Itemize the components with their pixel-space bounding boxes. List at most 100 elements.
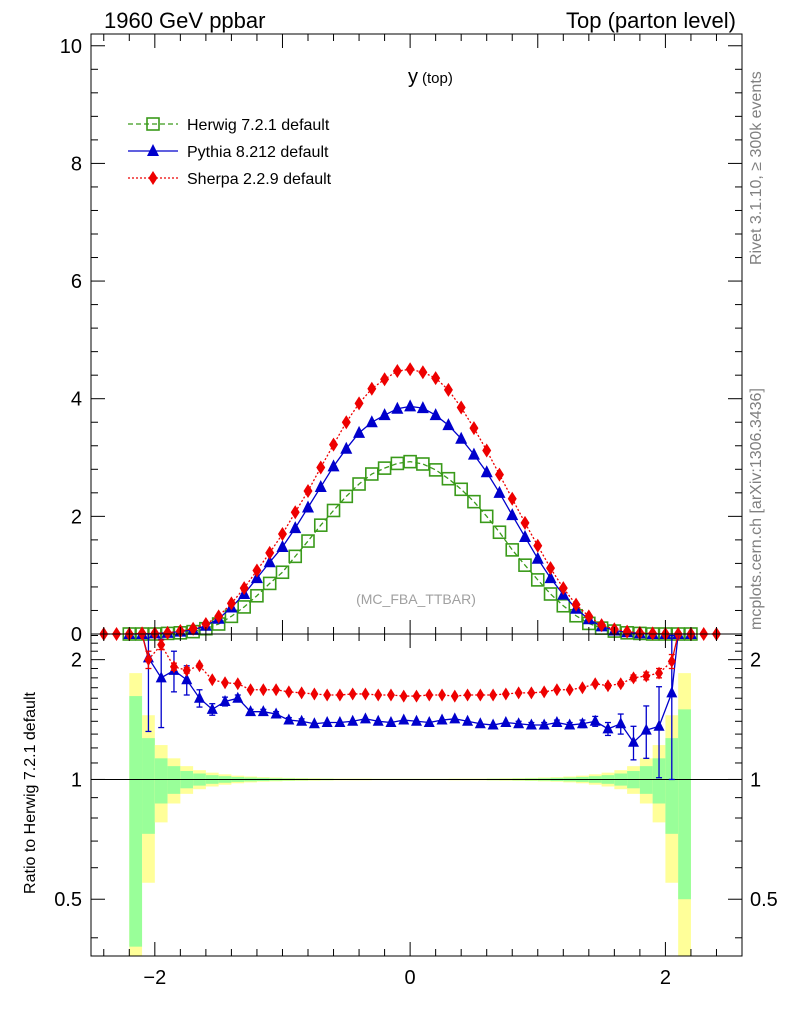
ratio-point bbox=[297, 686, 306, 700]
data-point bbox=[429, 408, 442, 421]
data-point bbox=[442, 418, 455, 431]
ratio-point bbox=[399, 689, 408, 703]
main-ytick-label: 10 bbox=[60, 36, 82, 58]
ratio-point bbox=[284, 685, 293, 699]
main-title-sub: (top) bbox=[422, 70, 453, 87]
ratio-point bbox=[270, 707, 282, 719]
ratio-point bbox=[552, 683, 561, 697]
data-point bbox=[520, 515, 530, 530]
ratio-point bbox=[361, 687, 370, 701]
data-point bbox=[416, 457, 430, 471]
data-point bbox=[543, 587, 558, 601]
ratio-point bbox=[500, 716, 512, 728]
ratio-point bbox=[551, 716, 563, 728]
legend-marker bbox=[147, 144, 159, 156]
data-point bbox=[353, 425, 366, 438]
ratio-series-line bbox=[147, 643, 673, 697]
data-point bbox=[237, 600, 251, 614]
data-point bbox=[339, 489, 354, 504]
ratio-point bbox=[436, 713, 448, 725]
ratio-point bbox=[474, 717, 486, 729]
data-point bbox=[455, 431, 468, 444]
data-point bbox=[201, 617, 211, 631]
ratio-xtick-label: 2 bbox=[660, 967, 671, 989]
data-point bbox=[313, 518, 328, 532]
ratio-point bbox=[385, 716, 397, 728]
main-title: y bbox=[408, 66, 418, 88]
data-point bbox=[290, 505, 300, 520]
ratio-point bbox=[438, 688, 447, 702]
ratio-point bbox=[642, 669, 651, 683]
ratio-point bbox=[589, 714, 601, 726]
band-green bbox=[678, 709, 691, 900]
data-point bbox=[391, 401, 404, 414]
ratio-point bbox=[246, 683, 255, 697]
ratio-point bbox=[206, 702, 218, 714]
data-point bbox=[163, 625, 173, 640]
ratio-point bbox=[603, 679, 612, 693]
header-left: 1960 GeV ppbar bbox=[104, 8, 265, 33]
series-0 bbox=[122, 454, 698, 641]
ratio-point bbox=[219, 694, 231, 706]
data-point bbox=[482, 443, 492, 458]
ratio-point bbox=[169, 660, 178, 674]
ratio-point bbox=[208, 673, 217, 687]
ratio-point bbox=[182, 663, 191, 677]
data-point bbox=[316, 460, 326, 475]
data-point bbox=[443, 382, 453, 397]
data-point bbox=[467, 494, 481, 509]
data-point bbox=[480, 465, 493, 478]
side-label-rivet: Rivet 3.1.10, ≥ 300k events bbox=[748, 71, 765, 265]
main-ytick-label: 6 bbox=[71, 271, 82, 293]
ratio-point bbox=[463, 688, 472, 702]
ratio-point bbox=[527, 686, 536, 700]
data-point bbox=[367, 381, 377, 396]
data-point bbox=[340, 441, 353, 454]
ratio-edge-line bbox=[141, 633, 150, 660]
data-point bbox=[214, 609, 224, 624]
data-point bbox=[479, 509, 494, 524]
data-point bbox=[252, 563, 262, 578]
data-point bbox=[597, 618, 607, 633]
ratio-point bbox=[386, 688, 395, 702]
ratio-point bbox=[233, 677, 242, 691]
ratio-point bbox=[476, 688, 485, 702]
ratio-xtick-label: −2 bbox=[143, 967, 166, 989]
ratio-point bbox=[653, 719, 665, 731]
ratio-point bbox=[423, 716, 435, 728]
ratio-ytick-label-right: 2 bbox=[750, 650, 761, 672]
ratio-point bbox=[628, 735, 639, 747]
data-point bbox=[518, 558, 532, 572]
data-point bbox=[494, 467, 504, 482]
series-line bbox=[129, 460, 691, 635]
ratio-ytick-label-right: 1 bbox=[750, 769, 761, 791]
ratio-point bbox=[195, 659, 204, 673]
data-point bbox=[469, 421, 479, 436]
main-ytick-label: 4 bbox=[71, 389, 82, 411]
data-point bbox=[558, 581, 568, 596]
data-point bbox=[418, 365, 428, 380]
data-point bbox=[454, 482, 468, 497]
main-annotation: (MC_FBA_TTBAR) bbox=[356, 591, 476, 607]
ratio-point bbox=[296, 714, 308, 726]
ratio-point bbox=[411, 714, 422, 726]
data-point bbox=[226, 596, 236, 611]
data-point bbox=[288, 549, 303, 564]
ratio-point bbox=[525, 718, 537, 730]
ratio-point bbox=[221, 676, 230, 690]
data-point bbox=[404, 399, 417, 412]
ratio-point bbox=[564, 718, 576, 730]
data-point bbox=[431, 371, 441, 386]
legend-label: Sherpa 2.2.9 default bbox=[187, 171, 332, 188]
main-ytick-label: 0 bbox=[71, 624, 82, 646]
ratio-frame bbox=[90, 633, 743, 957]
ratio-point bbox=[540, 685, 549, 699]
data-point bbox=[354, 396, 364, 411]
data-point bbox=[428, 463, 443, 477]
main-ytick-label: 8 bbox=[71, 153, 82, 175]
data-point bbox=[326, 503, 341, 518]
ratio-point bbox=[323, 688, 332, 702]
band-green bbox=[652, 758, 666, 804]
ratio-ylabel: Ratio to Herwig 7.2.1 default bbox=[22, 692, 39, 894]
